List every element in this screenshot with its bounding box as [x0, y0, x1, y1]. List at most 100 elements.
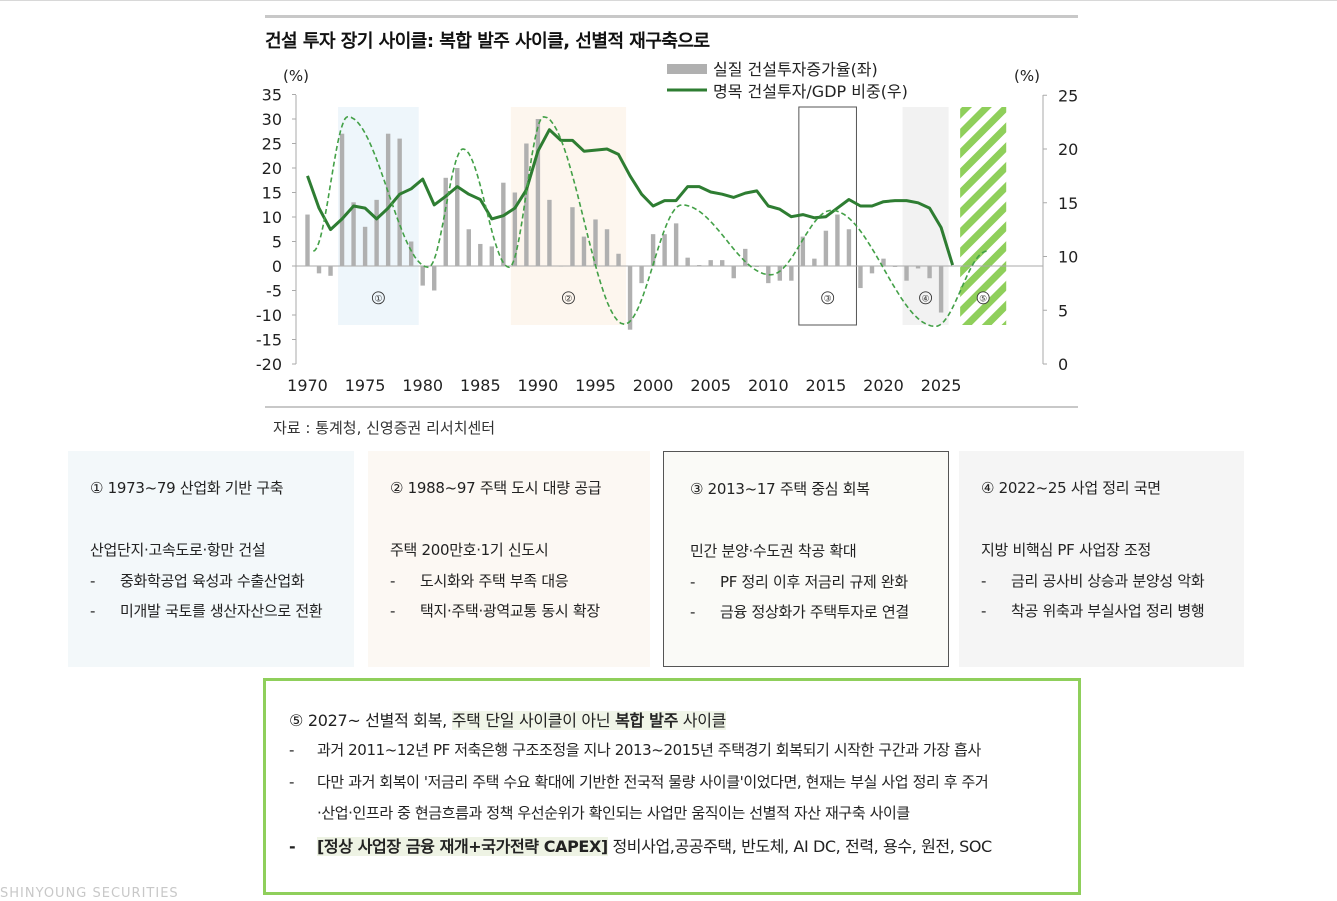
bar	[708, 260, 713, 266]
bar	[777, 266, 783, 281]
period-marker-circle	[562, 291, 575, 305]
x-tick-label: 2005	[690, 376, 731, 395]
title-rule	[265, 15, 1078, 18]
period-box-bullet: - 택지·주택·광역교통 동시 확장	[390, 602, 600, 620]
y-right-unit: (%)	[1014, 67, 1040, 85]
y-right-tick-label: 25	[1058, 86, 1078, 105]
y-left-tick-label: 35	[262, 86, 282, 105]
bar	[524, 143, 529, 266]
y-left-tick-label: 0	[272, 257, 282, 276]
period-box-heading: 민간 분양·수도권 착공 확대	[690, 542, 857, 560]
y-left-tick-label: -20	[256, 355, 282, 374]
period-marker-label: ①	[374, 294, 382, 304]
x-tick-label: 2020	[863, 376, 904, 395]
period-marker-circle	[976, 291, 990, 305]
period-box-4: ④ 2022~25 사업 정리 국면 지방 비핵심 PF 사업장 조정 - 금리 …	[959, 451, 1244, 667]
x-tick-label: 1990	[518, 376, 559, 395]
bar	[846, 229, 852, 266]
period-marker-label: ⑤	[979, 294, 987, 304]
bar	[685, 257, 690, 266]
y-left-tick-label: 5	[272, 233, 282, 252]
period-box-title: ① 1973~79 산업화 기반 구축	[90, 479, 284, 497]
bar	[581, 236, 587, 266]
bar	[593, 219, 598, 266]
period-box-bullet: - 미개발 국토를 생산자산으로 전환	[90, 602, 323, 620]
bar	[604, 229, 610, 266]
bar	[904, 266, 909, 281]
y-left-tick-label: -15	[256, 331, 282, 350]
period-box-bullet: - 도시화와 주택 부족 대응	[390, 572, 569, 590]
period-box-heading: 산업단지·고속도로·항만 건설	[90, 541, 266, 559]
y-left-tick-label: 15	[262, 184, 282, 203]
period-box-title: ② 1988~97 주택 도시 대량 공급	[390, 479, 602, 497]
outlook-key-line: - [정상 사업장 금융 재개+국가전략 CAPEX] 정비사업,공공주택, 반도…	[289, 837, 992, 856]
outlook-line: ·산업·인프라 중 현금흐름과 정책 우선순위가 확인되는 사업만 움직이는 선…	[317, 804, 910, 822]
bar	[835, 214, 840, 266]
bar	[789, 266, 794, 281]
y-left-unit: (%)	[283, 67, 309, 85]
bar	[766, 266, 771, 284]
bar	[443, 177, 448, 266]
gdp-share-line	[306, 128, 955, 266]
period-box-bullet: - 중화학공업 육성과 수출산업화	[90, 572, 305, 590]
bar	[328, 266, 333, 276]
bar	[800, 236, 806, 266]
bar	[478, 243, 483, 266]
source-rule	[265, 406, 1078, 408]
outlook-box: ⑤ 2027~ 선별적 회복, 주택 단일 사이클이 아닌 복합 발주 사이클 …	[263, 678, 1081, 895]
footer-brand: SHINYOUNG SECURITIES	[0, 886, 179, 901]
bar	[374, 199, 379, 266]
outlook-line: - 다만 과거 회복이 '저금리 주택 수요 확대에 기반한 전국적 물량 사이클…	[289, 773, 989, 791]
bar	[305, 214, 310, 266]
bar	[639, 266, 644, 284]
x-tick-label: 1970	[287, 376, 328, 395]
bar	[720, 260, 725, 266]
bar	[627, 266, 633, 330]
period-marker-circle	[821, 291, 835, 305]
x-tick-label: 1995	[575, 376, 616, 395]
bar	[501, 182, 506, 266]
x-tick-label: 2015	[806, 376, 847, 395]
period-marker-label: ③	[824, 294, 832, 304]
period-box-bullet: - PF 정리 이후 저금리 규제 완화	[690, 573, 908, 591]
period-box-bullet: - 금융 정상화가 주택투자로 연결	[690, 603, 909, 621]
bar	[535, 119, 541, 266]
bar	[650, 234, 656, 266]
y-left-tick-label: 20	[262, 159, 282, 178]
period-box-title: ④ 2022~25 사업 정리 국면	[981, 479, 1161, 497]
bar	[754, 266, 759, 267]
bar	[915, 266, 921, 269]
bar	[362, 226, 368, 266]
y-right-tick-label: 10	[1058, 248, 1078, 267]
y-left-tick-label: 30	[262, 110, 282, 129]
bar	[881, 258, 886, 266]
bar	[812, 258, 817, 266]
bar	[938, 266, 944, 313]
x-tick-label: 1980	[402, 376, 443, 395]
period-box-title: ③ 2013~17 주택 중심 회복	[690, 480, 870, 498]
period-box-2: ② 1988~97 주택 도시 대량 공급 주택 200만호·1기 신도시 -도…	[368, 451, 650, 667]
x-tick-label: 2000	[633, 376, 674, 395]
y-left-tick-label: 10	[262, 208, 282, 227]
bar	[869, 266, 875, 274]
bar	[512, 192, 518, 266]
bar	[420, 266, 425, 286]
bar	[432, 266, 437, 291]
period-box-heading: 주택 200만호·1기 신도시	[390, 541, 549, 559]
bar	[339, 133, 345, 266]
bar	[743, 248, 748, 266]
x-tick-label: 1975	[345, 376, 386, 395]
bar	[455, 168, 460, 266]
period-box-bullet: - 금리 공사비 상승과 분양성 악화	[981, 572, 1205, 590]
outlook-line: - 과거 2011~12년 PF 저축은행 구조조정을 지나 2013~2015년…	[289, 741, 981, 759]
outlook-title: ⑤ 2027~ 선별적 회복, 주택 단일 사이클이 아닌 복합 발주 사이클	[289, 711, 727, 730]
source-note: 자료 : 통계청, 신영증권 리서치센터	[273, 419, 496, 437]
bar	[892, 266, 898, 267]
period-box-3: ③ 2013~17 주택 중심 회복 민간 분양·수도권 착공 확대 - PF 정…	[663, 451, 949, 667]
bar	[570, 207, 575, 266]
y-right-tick-label: 15	[1058, 194, 1078, 213]
bar	[466, 229, 471, 266]
period-marker-label: ②	[564, 294, 572, 304]
legend-label-bar: 실질 건설투자증가율(좌)	[713, 60, 878, 79]
y-left-tick-label: -10	[256, 306, 282, 325]
